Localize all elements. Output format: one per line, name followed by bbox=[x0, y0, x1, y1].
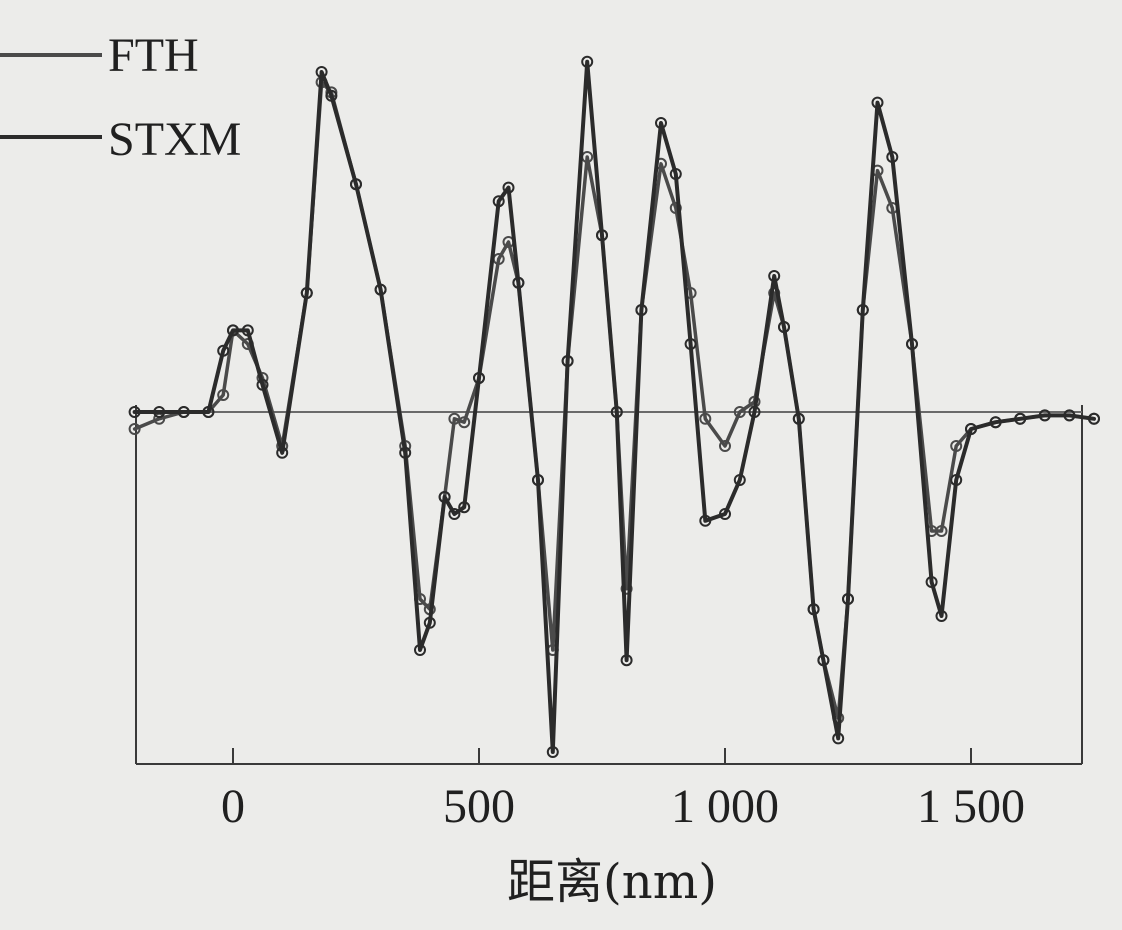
data-point-stxm bbox=[1063, 409, 1076, 422]
x-ticks bbox=[232, 748, 972, 764]
data-point-stxm bbox=[925, 576, 938, 588]
data-point-stxm bbox=[768, 270, 781, 282]
data-point-stxm bbox=[906, 338, 918, 350]
x-tick-label-500: 500 bbox=[443, 780, 515, 833]
data-point-stxm bbox=[492, 195, 505, 208]
data-point-stxm bbox=[620, 654, 633, 667]
x-tick-labels: 0 500 1 000 1 500 bbox=[221, 780, 1025, 833]
data-point-fth bbox=[128, 423, 141, 435]
data-point-stxm bbox=[989, 416, 1002, 429]
legend-label-stxm: STXM bbox=[108, 113, 241, 166]
legend-label-fth: FTH bbox=[108, 29, 199, 82]
series-group bbox=[128, 55, 1100, 758]
data-point-stxm bbox=[655, 117, 667, 129]
data-point-stxm bbox=[128, 406, 141, 418]
data-point-stxm bbox=[748, 406, 761, 418]
data-point-stxm bbox=[217, 344, 230, 357]
data-point-stxm bbox=[817, 654, 830, 667]
data-point-stxm bbox=[871, 96, 884, 109]
data-point-stxm bbox=[807, 603, 820, 616]
data-point-stxm bbox=[561, 355, 574, 367]
data-point-stxm bbox=[423, 616, 436, 629]
data-point-stxm bbox=[733, 474, 746, 486]
series-line-stxm bbox=[132, 59, 1096, 754]
data-point-stxm bbox=[1038, 409, 1051, 422]
data-point-stxm bbox=[635, 304, 648, 316]
data-point-stxm bbox=[300, 287, 313, 299]
data-point-stxm bbox=[856, 304, 869, 316]
data-point-stxm bbox=[950, 474, 963, 486]
data-point-stxm bbox=[610, 406, 623, 418]
data-point-stxm bbox=[581, 55, 594, 68]
data-point-fth bbox=[935, 525, 948, 537]
data-point-stxm bbox=[414, 644, 426, 656]
data-point-fth bbox=[458, 416, 471, 429]
data-point-stxm bbox=[227, 324, 239, 337]
data-point-fth bbox=[669, 202, 682, 214]
data-point-stxm bbox=[458, 501, 471, 514]
x-tick-label-1500: 1 500 bbox=[917, 780, 1025, 833]
data-point-stxm bbox=[399, 446, 412, 459]
data-point-stxm bbox=[202, 406, 215, 418]
x-tick-label-0: 0 bbox=[221, 780, 245, 833]
data-point-stxm bbox=[596, 229, 608, 242]
data-point-stxm bbox=[177, 406, 190, 418]
data-point-stxm bbox=[1088, 412, 1100, 425]
data-point-stxm bbox=[792, 412, 805, 425]
data-point-stxm bbox=[778, 321, 790, 333]
data-point-stxm bbox=[669, 168, 682, 180]
data-point-stxm bbox=[684, 338, 697, 350]
data-point-stxm bbox=[438, 491, 451, 503]
data-point-stxm bbox=[842, 593, 854, 605]
data-point-stxm bbox=[374, 283, 387, 296]
data-point-fth bbox=[733, 406, 746, 418]
data-point-stxm bbox=[276, 446, 289, 459]
data-point-stxm bbox=[965, 423, 977, 435]
data-point-stxm bbox=[699, 514, 712, 527]
data-point-stxm bbox=[325, 89, 338, 102]
data-point-stxm bbox=[1014, 412, 1027, 425]
data-point-fth bbox=[217, 389, 230, 401]
data-point-stxm bbox=[532, 474, 544, 486]
data-point-stxm bbox=[512, 276, 525, 289]
data-point-fth bbox=[719, 440, 731, 452]
x-tick-label-1000: 1 000 bbox=[671, 780, 779, 833]
data-point-stxm bbox=[315, 66, 328, 78]
data-point-stxm bbox=[153, 406, 166, 418]
data-point-stxm bbox=[832, 732, 845, 745]
data-point-stxm bbox=[350, 178, 362, 191]
data-point-stxm bbox=[241, 324, 254, 337]
data-point-stxm bbox=[256, 378, 269, 391]
data-point-stxm bbox=[935, 610, 948, 622]
data-point-stxm bbox=[502, 181, 515, 194]
data-point-stxm bbox=[719, 508, 731, 520]
data-point-stxm bbox=[448, 508, 461, 520]
data-point-stxm bbox=[886, 151, 899, 163]
x-axis-title: 距离(nm) bbox=[507, 854, 717, 910]
data-point-fth bbox=[950, 440, 963, 452]
data-point-fth bbox=[699, 412, 712, 425]
data-point-stxm bbox=[473, 372, 485, 384]
legend: FTH STXM bbox=[0, 29, 241, 166]
data-point-stxm bbox=[546, 746, 559, 758]
